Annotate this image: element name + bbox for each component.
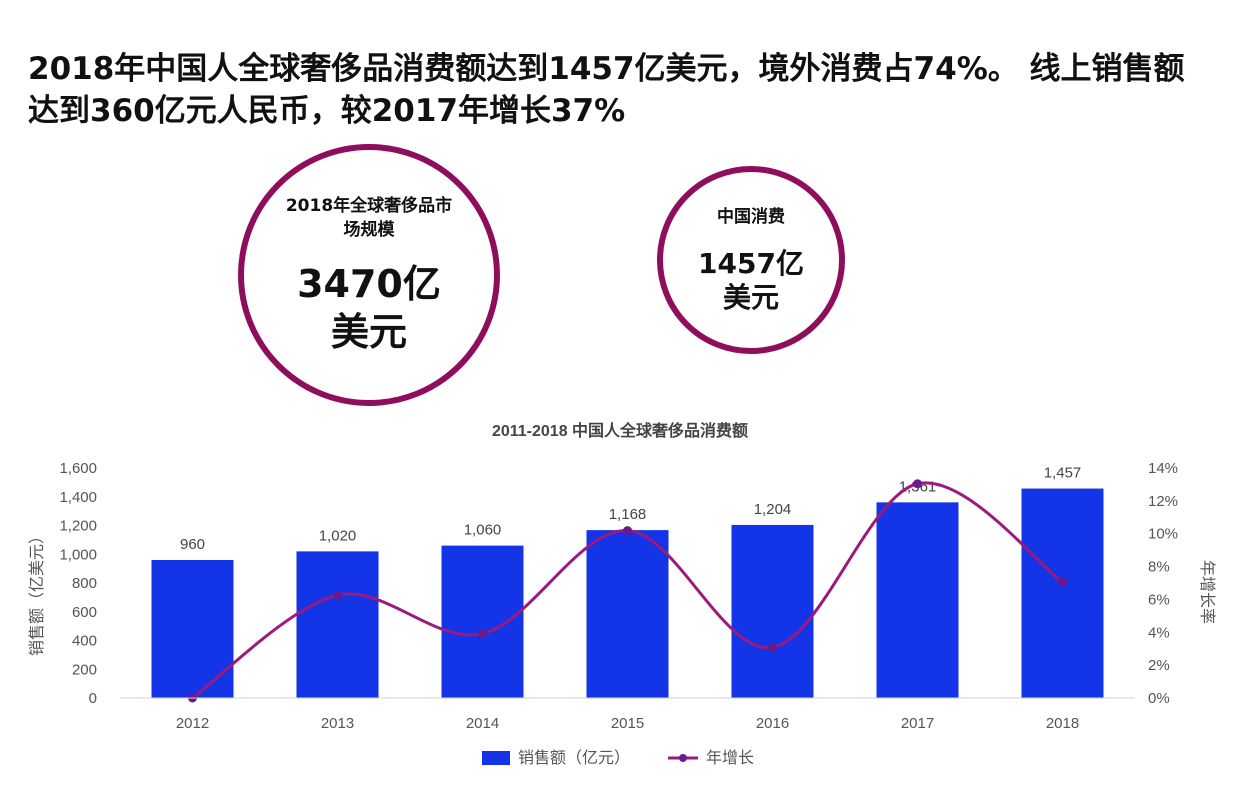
legend-label-growth: 年增长 xyxy=(706,749,754,767)
bar xyxy=(151,560,234,698)
x-tick-label: 2017 xyxy=(901,715,934,732)
y-tick-label: 1,400 xyxy=(59,489,97,506)
bar xyxy=(296,551,379,698)
y2-tick-label: 12% xyxy=(1148,493,1178,510)
bar-value-label: 1,168 xyxy=(609,506,647,523)
bar xyxy=(731,524,814,698)
bar-value-label: 1,020 xyxy=(319,527,357,544)
market-size-value: 3470亿美元 xyxy=(297,262,441,354)
y2-tick-label: 6% xyxy=(1148,591,1170,608)
bar xyxy=(441,545,524,698)
y-tick-label: 0 xyxy=(89,690,97,707)
y2-axis-label: 年增长率 xyxy=(1198,560,1216,624)
x-tick-label: 2018 xyxy=(1046,715,1079,732)
y-tick-label: 1,000 xyxy=(59,546,97,563)
china-consumption-stat: 中国消费 1457亿美元 xyxy=(657,166,845,354)
y2-tick-label: 0% xyxy=(1148,690,1170,707)
growth-point xyxy=(768,642,777,652)
bar xyxy=(1021,488,1104,698)
growth-point xyxy=(913,479,922,489)
growth-point xyxy=(623,526,632,536)
x-tick-label: 2015 xyxy=(611,715,644,732)
china-consumption-label: 中国消费 xyxy=(717,207,785,227)
y-axis-left: 0 200 400 600 800 1,000 1,200 1,400 1,600 xyxy=(59,460,97,707)
y2-tick-label: 10% xyxy=(1148,526,1178,543)
y2-tick-label: 14% xyxy=(1148,460,1178,477)
bar-series xyxy=(151,488,1104,698)
x-tick-label: 2014 xyxy=(466,715,499,732)
bar xyxy=(876,502,959,698)
y-tick-label: 400 xyxy=(72,633,97,650)
chart-title: 2011-2018 中国人全球奢侈品消费额 xyxy=(492,421,748,440)
bar-value-label: 1,060 xyxy=(464,522,502,539)
chart-legend: 销售额（亿元） 年增长 xyxy=(482,749,754,767)
bar xyxy=(586,530,669,698)
x-tick-label: 2013 xyxy=(321,715,354,732)
y2-tick-label: 2% xyxy=(1148,657,1170,674)
bar-value-label: 960 xyxy=(180,536,205,553)
x-axis: 2012 2013 2014 2015 2016 2017 2018 xyxy=(120,697,1135,732)
y-tick-label: 1,200 xyxy=(59,518,97,535)
growth-point xyxy=(1058,577,1067,587)
legend-swatch-sales xyxy=(482,751,510,765)
y-axis-right: 0% 2% 4% 6% 8% 10% 12% 14% xyxy=(1148,460,1178,707)
bar-value-label: 1,457 xyxy=(1044,465,1082,482)
market-size-stat: 2018年全球奢侈品市场规模 3470亿美元 xyxy=(238,144,500,406)
growth-line-series xyxy=(188,479,1067,703)
market-size-label: 2018年全球奢侈品市场规模 xyxy=(285,196,453,240)
y-tick-label: 200 xyxy=(72,661,97,678)
page-headline: 2018年中国人全球奢侈品消费额达到1457亿美元，境外消费占74%。 线上销售… xyxy=(28,51,1185,129)
china-consumption-value: 1457亿美元 xyxy=(698,247,804,314)
growth-point xyxy=(333,590,342,600)
y-tick-label: 1,600 xyxy=(59,460,97,477)
y2-tick-label: 8% xyxy=(1148,559,1170,576)
legend-marker-growth xyxy=(679,754,687,762)
growth-point xyxy=(478,629,487,639)
y2-tick-label: 4% xyxy=(1148,624,1170,641)
y-axis-label: 销售额（亿美元） xyxy=(28,528,46,656)
bar-value-label: 1,204 xyxy=(754,501,792,518)
legend-label-sales: 销售额（亿元） xyxy=(518,749,630,767)
consumption-chart: 2011-2018 中国人全球奢侈品消费额 0 200 400 600 800 1,000… xyxy=(28,421,1216,767)
y-tick-label: 600 xyxy=(72,604,97,621)
x-tick-label: 2016 xyxy=(756,715,789,732)
y-tick-label: 800 xyxy=(72,575,97,592)
x-tick-label: 2012 xyxy=(176,715,209,732)
